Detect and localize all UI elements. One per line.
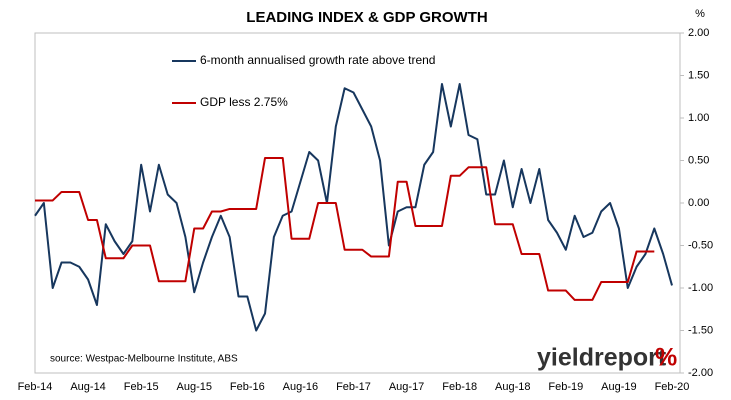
plot-frame xyxy=(34,32,681,374)
x-tick-label: Aug-17 xyxy=(389,381,424,393)
axis-unit: % xyxy=(695,8,705,20)
x-tick-label: Aug-15 xyxy=(177,381,212,393)
series-line xyxy=(34,83,673,332)
y-tick-label: 1.50 xyxy=(688,69,709,81)
series-line xyxy=(35,156,655,301)
x-tick-label: Aug-14 xyxy=(70,381,105,393)
x-tick-label: Aug-19 xyxy=(601,381,636,393)
logo: yieldreport xyxy=(537,344,667,372)
logo-symbol: % xyxy=(655,344,677,372)
y-tick-label: -1.00 xyxy=(688,282,713,294)
x-tick-label: Feb-15 xyxy=(124,381,159,393)
x-tick-label: Feb-19 xyxy=(548,381,583,393)
y-tick-label: -1.50 xyxy=(688,324,713,336)
x-tick-label: Feb-17 xyxy=(336,381,371,393)
y-tick-label: -0.50 xyxy=(688,239,713,251)
x-tick-label: Aug-18 xyxy=(495,381,530,393)
x-tick-label: Aug-16 xyxy=(283,381,318,393)
legend-label: 6-month annualised growth rate above tre… xyxy=(200,53,435,67)
x-tick-label: Feb-16 xyxy=(230,381,265,393)
chart-title: LEADING INDEX & GDP GROWTH xyxy=(246,9,487,26)
x-tick-label: Feb-20 xyxy=(655,381,690,393)
y-tick-label: -2.00 xyxy=(688,367,713,379)
source-note: source: Westpac-Melbourne Institute, ABS xyxy=(50,354,238,365)
y-tick-label: 1.00 xyxy=(688,112,709,124)
x-tick-label: Feb-14 xyxy=(18,381,53,393)
y-tick-label: 0.50 xyxy=(688,154,709,166)
y-tick-label: 2.00 xyxy=(688,27,709,39)
y-tick-label: 0.00 xyxy=(688,197,709,209)
legend-label: GDP less 2.75% xyxy=(200,95,288,109)
x-tick-label: Feb-18 xyxy=(442,381,477,393)
